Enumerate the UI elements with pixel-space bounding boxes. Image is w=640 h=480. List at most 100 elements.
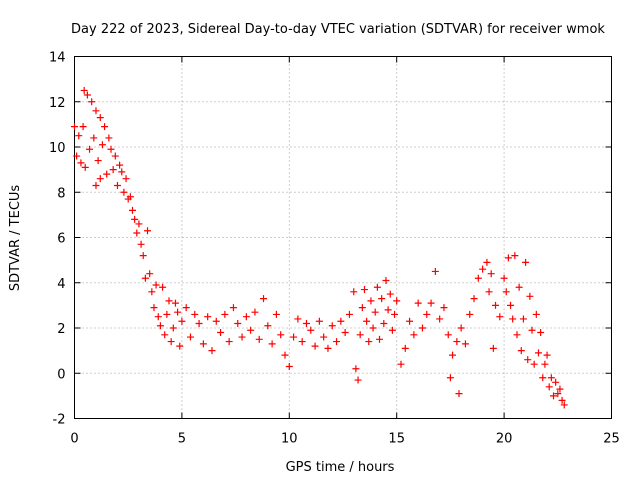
data-point [333,338,341,346]
data-point [517,347,525,355]
data-point [388,326,396,334]
data-point [358,304,366,312]
data-point [71,123,78,131]
data-point [294,315,302,323]
data-point [483,258,491,266]
y-tick-label: 12 [49,96,66,111]
data-point [440,304,448,312]
data-point [522,258,530,266]
data-point [324,344,332,352]
data-point [146,270,154,278]
data-point [103,170,111,178]
data-point [133,229,141,237]
x-tick-label: 25 [603,432,620,447]
data-points [71,86,568,409]
data-point [144,227,152,235]
x-axis-label: GPS time / hours [286,460,395,475]
data-point [466,310,474,318]
data-point [141,274,149,282]
data-point [461,340,469,348]
data-point [513,331,521,339]
data-point [150,304,158,312]
data-point [537,329,545,337]
data-point [489,344,497,352]
data-point [242,313,250,321]
data-point [154,313,162,321]
data-point [96,175,104,183]
data-point [474,274,482,282]
data-point [212,317,220,325]
data-point [88,98,96,106]
data-point [94,157,102,165]
data-point [107,145,115,153]
data-point [81,163,89,171]
y-tick-label: 14 [49,51,66,66]
data-point [547,374,555,382]
data-point [92,181,100,189]
data-point [534,349,542,357]
data-point [515,283,523,291]
data-point [298,338,306,346]
data-point [500,274,508,282]
data-point [171,299,179,307]
data-point [126,193,134,201]
data-point [526,292,534,300]
data-point [360,286,368,294]
data-point [174,308,182,316]
data-point [393,297,401,305]
data-point [365,338,373,346]
data-point [148,288,156,296]
data-point [307,326,315,334]
data-point [504,254,512,262]
data-point [204,313,212,321]
y-tick-label: 6 [57,232,65,247]
data-point [449,351,457,359]
data-point [410,331,418,339]
data-point [457,324,465,332]
data-point [122,175,130,183]
data-point [386,290,394,298]
data-point [556,385,564,393]
data-point [371,308,379,316]
data-point [113,181,121,189]
data-point [345,310,353,318]
data-point [238,333,246,341]
data-point [352,365,360,373]
data-point [524,356,532,364]
data-point [98,141,106,149]
data-point [229,304,237,312]
data-point [479,265,487,273]
data-point [128,206,136,214]
data-point [363,317,371,325]
x-tick-label: 15 [388,432,405,447]
x-tick-label: 20 [496,432,513,447]
data-point [511,252,519,260]
data-point [376,335,384,343]
data-point [391,310,399,318]
data-point [247,326,255,334]
data-point [554,390,562,398]
data-point [530,360,538,368]
data-point [225,338,233,346]
data-point [101,123,109,131]
data-point [320,333,328,341]
data-point [519,315,527,323]
data-point [380,319,388,327]
data-point [79,123,87,131]
x-tick-label: 5 [178,432,186,447]
data-point [199,340,207,348]
data-point [507,301,515,309]
data-point [367,297,375,305]
data-point [131,215,139,223]
data-point [543,351,551,359]
data-point [178,317,186,325]
data-point [341,329,349,337]
data-point [406,317,414,325]
data-point [268,340,276,348]
data-point [264,322,272,330]
data-point [90,134,98,142]
data-point [111,152,119,160]
data-point [80,86,88,94]
data-point [369,324,377,332]
data-point [418,324,426,332]
